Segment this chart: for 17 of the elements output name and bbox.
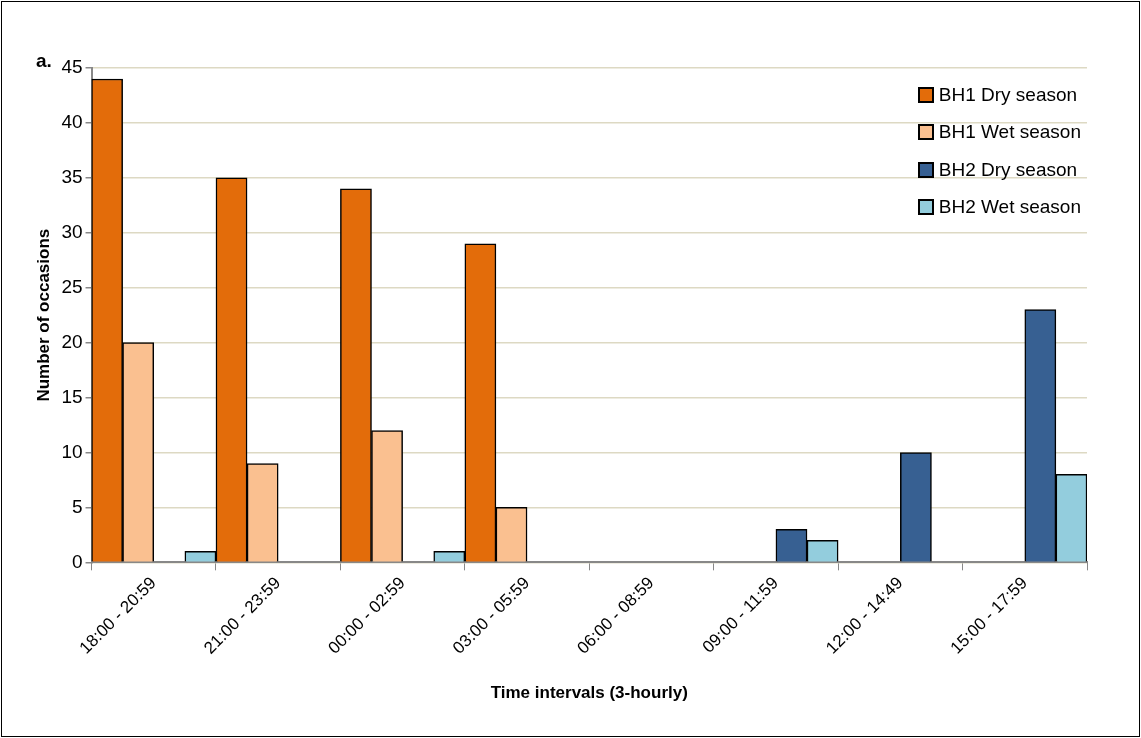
y-tick-label: 20 (61, 330, 83, 352)
y-tick-label: 30 (61, 221, 83, 243)
y-axis-title: Number of occasions (33, 228, 53, 402)
y-tick-label: 40 (61, 111, 83, 133)
legend-label: BH2 Wet season (938, 196, 1081, 219)
y-tick-label: 15 (61, 385, 83, 407)
text: a. (36, 50, 52, 72)
y-tick-label: 0 (71, 550, 83, 572)
y-tick-label: 25 (61, 275, 83, 297)
y-tick-label: 35 (61, 166, 83, 188)
y-tick-label: 10 (61, 440, 83, 462)
y-tick-label: 5 (71, 495, 83, 517)
y-tick-label: 45 (61, 56, 83, 78)
legend-label: BH1 Dry season (938, 83, 1078, 106)
legend-label: BH2 Dry season (938, 158, 1078, 181)
legend-label: BH1 Wet season (938, 121, 1081, 144)
x-axis-title: Time intervals (3-hourly) (490, 683, 688, 703)
